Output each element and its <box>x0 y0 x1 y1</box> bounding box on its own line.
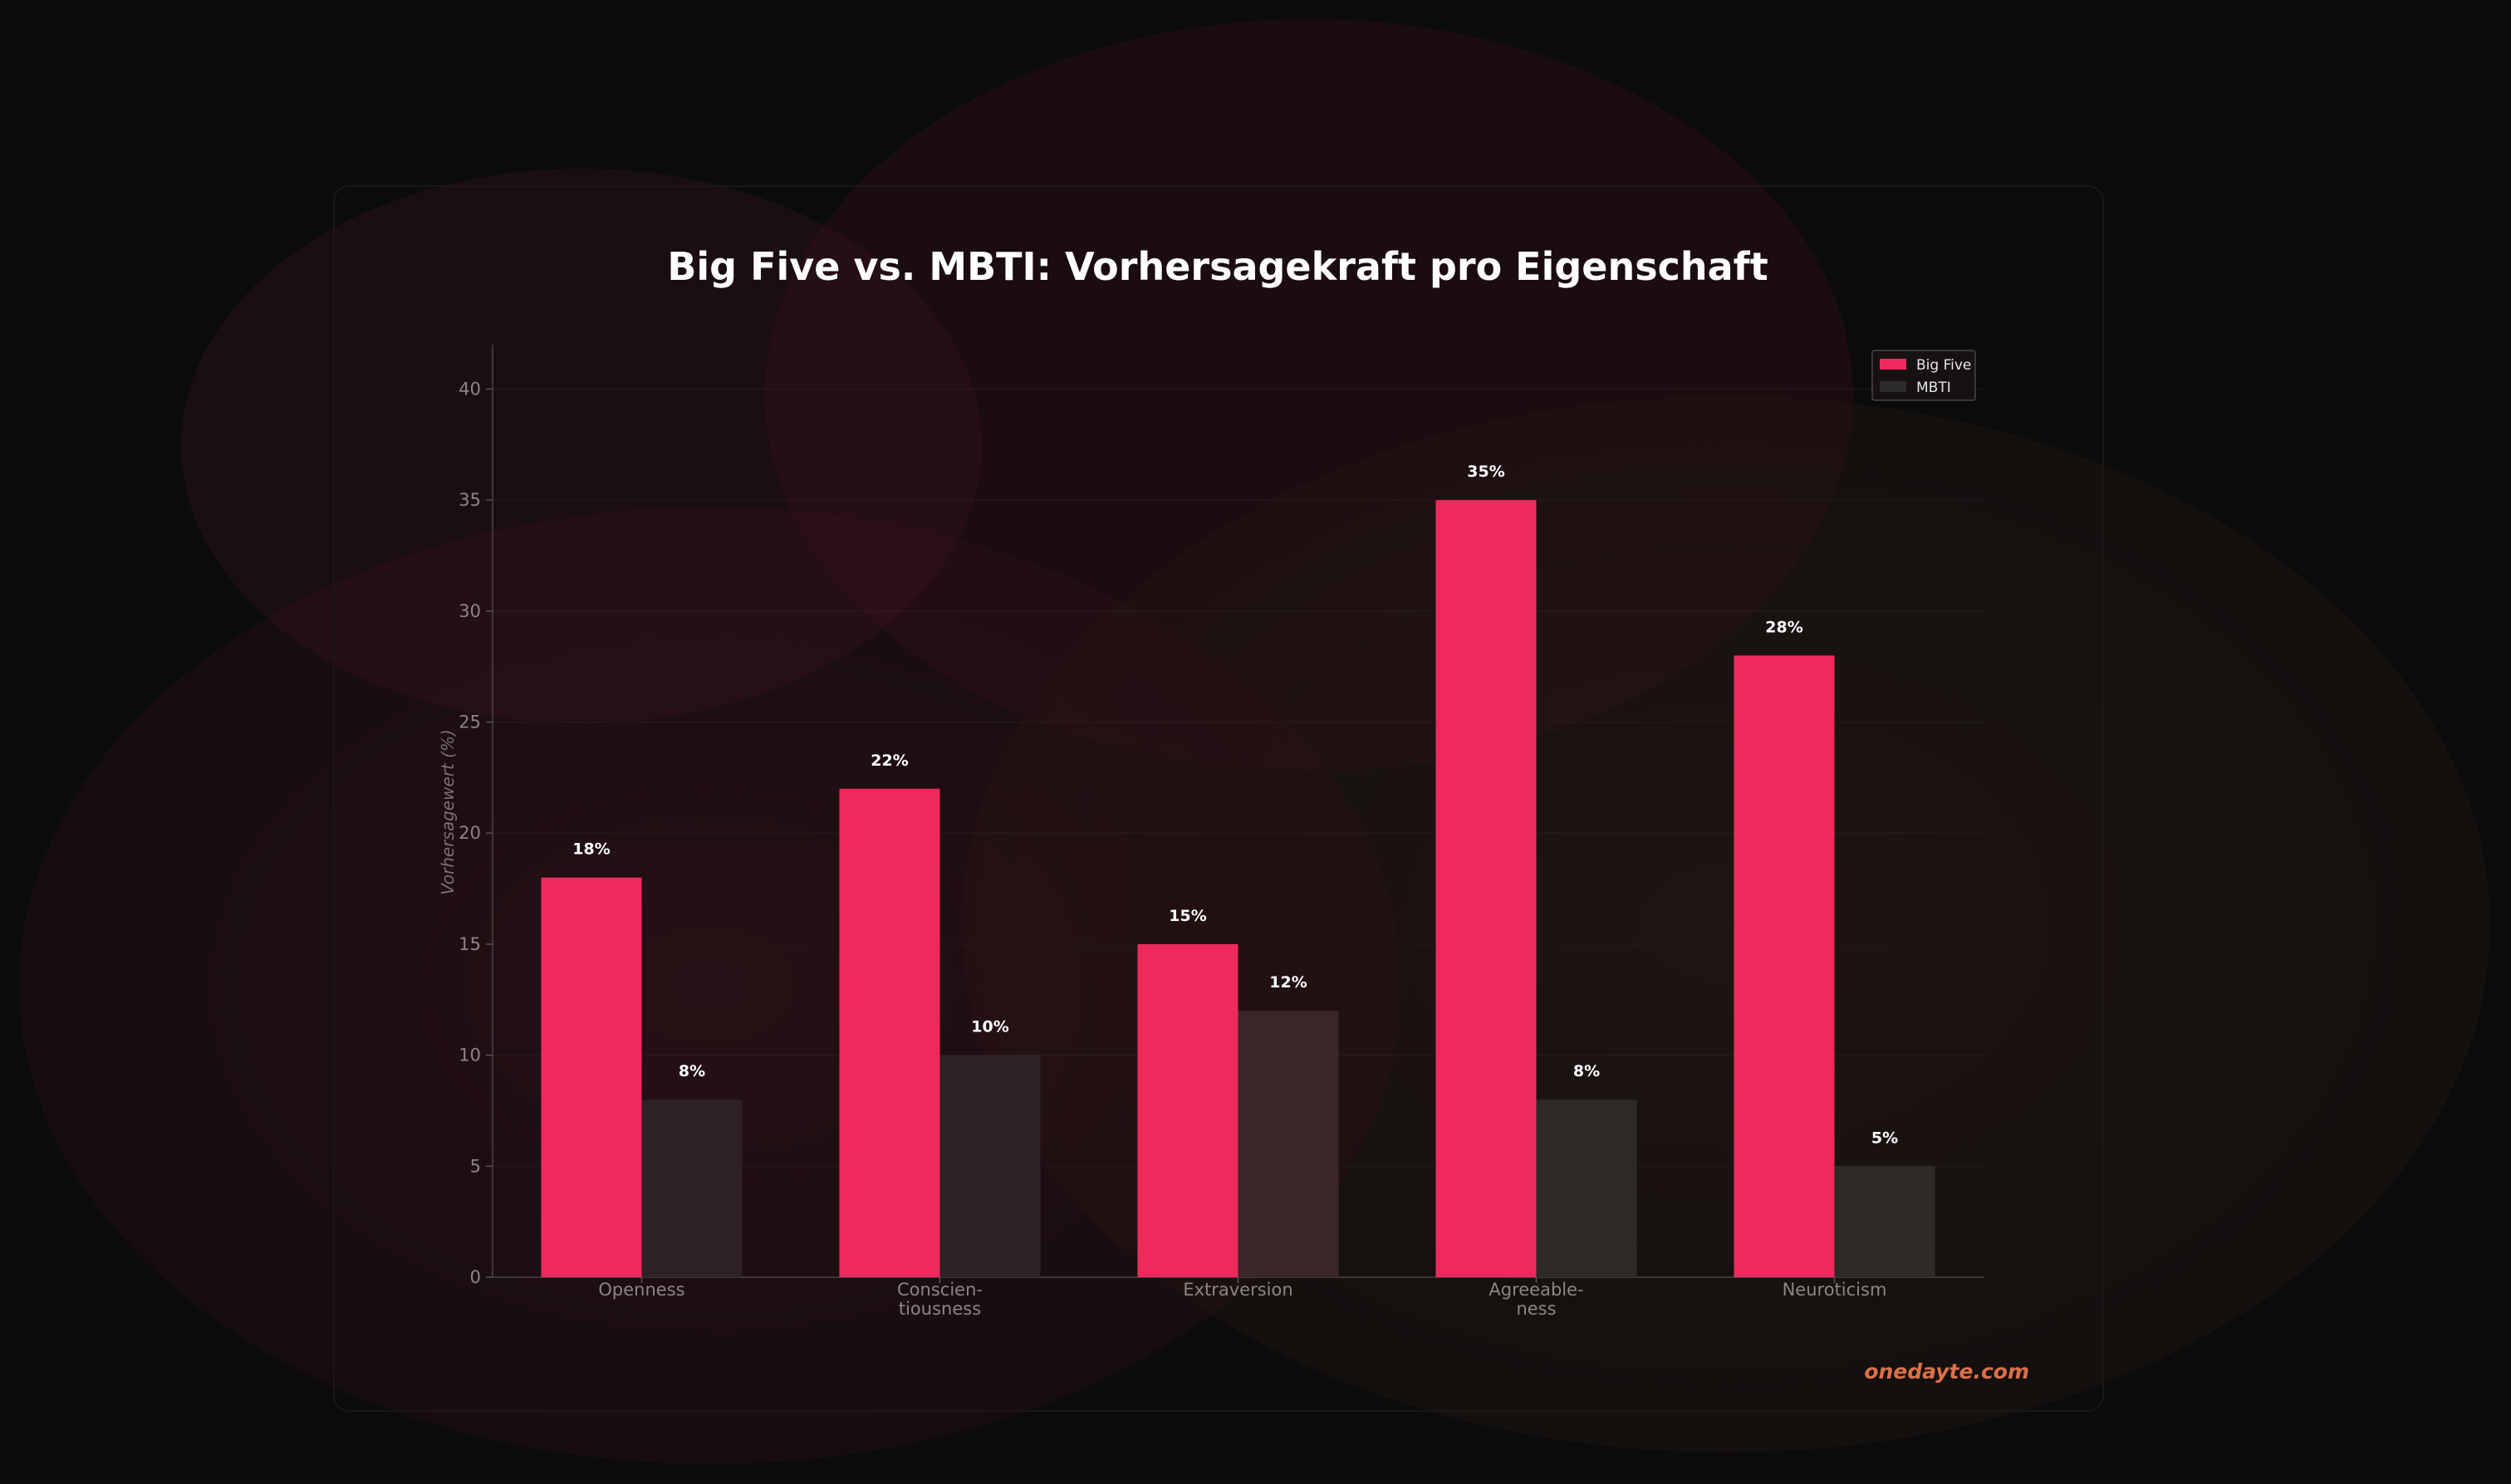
y-tick-labels: 0 5 10 15 20 25 30 35 40 <box>459 379 481 1287</box>
y-tick-label: 25 <box>459 713 481 732</box>
legend-swatch-mbti <box>1880 381 1906 392</box>
y-tick-label: 0 <box>470 1267 481 1287</box>
data-label-mbti-1: 10% <box>971 1018 1008 1036</box>
x-tick-label: Neuroticism <box>1783 1280 1887 1300</box>
y-tick-label: 10 <box>459 1046 481 1065</box>
x-tick-label: Conscien- <box>897 1280 983 1300</box>
x-tick-label: tiousness <box>899 1299 981 1319</box>
x-tick-label: Extraversion <box>1183 1280 1292 1300</box>
x-tick-label: Agreeable- <box>1488 1280 1583 1300</box>
x-tick-label: Openness <box>598 1280 684 1300</box>
data-label-mbti-2: 12% <box>1269 973 1307 992</box>
data-label-big-five-2: 15% <box>1169 907 1206 925</box>
brand-watermark: onedayte.com <box>1864 1359 2029 1384</box>
bar-mbti-1 <box>939 1055 1041 1277</box>
data-label-big-five-3: 35% <box>1467 463 1504 481</box>
y-axis-label: Vorhersagewert (%) <box>438 729 458 895</box>
data-label-big-five-1: 22% <box>871 752 908 770</box>
data-label-mbti-4: 5% <box>1871 1129 1898 1147</box>
legend-swatch-big-five <box>1880 359 1906 370</box>
y-tick-label: 40 <box>459 379 481 399</box>
y-tick-label: 15 <box>459 934 481 954</box>
y-tick-label: 35 <box>459 490 481 510</box>
x-tick-label: ness <box>1516 1299 1556 1319</box>
data-label-mbti-0: 8% <box>679 1062 705 1080</box>
data-label-big-five-0: 18% <box>572 840 610 859</box>
legend: Big Five MBTI <box>1871 350 1976 401</box>
bar-big-five-3 <box>1435 500 1537 1277</box>
chart-title: Big Five vs. MBTI: Vorhersagekraft pro E… <box>667 244 1768 289</box>
data-label-big-five-4: 28% <box>1765 618 1802 636</box>
card-frame <box>333 185 2104 1412</box>
y-tick-label: 5 <box>470 1156 481 1176</box>
bar-mbti-0 <box>641 1100 743 1277</box>
legend-label-mbti: MBTI <box>1916 380 1951 396</box>
bars <box>541 500 1935 1277</box>
background-decor <box>19 19 2490 1464</box>
bar-big-five-0 <box>541 877 642 1277</box>
bar-big-five-1 <box>839 788 940 1277</box>
legend-label-big-five: Big Five <box>1916 357 1971 374</box>
bar-big-five-2 <box>1137 943 1238 1277</box>
x-tick-labels: Openness Conscien-tiousness Extraversion Ag… <box>598 1280 1886 1319</box>
y-tick-label: 20 <box>459 823 481 843</box>
y-tick-label: 30 <box>459 601 481 621</box>
data-labels: 18% 8% 22% 10% 15% 12% 35% 8% 28% 5% <box>572 463 1898 1147</box>
bar-big-five-4 <box>1734 655 1835 1277</box>
bar-mbti-2 <box>1238 1011 1339 1277</box>
bar-mbti-4 <box>1834 1166 1935 1277</box>
data-label-mbti-3: 8% <box>1573 1062 1600 1080</box>
bar-mbti-3 <box>1536 1100 1637 1277</box>
